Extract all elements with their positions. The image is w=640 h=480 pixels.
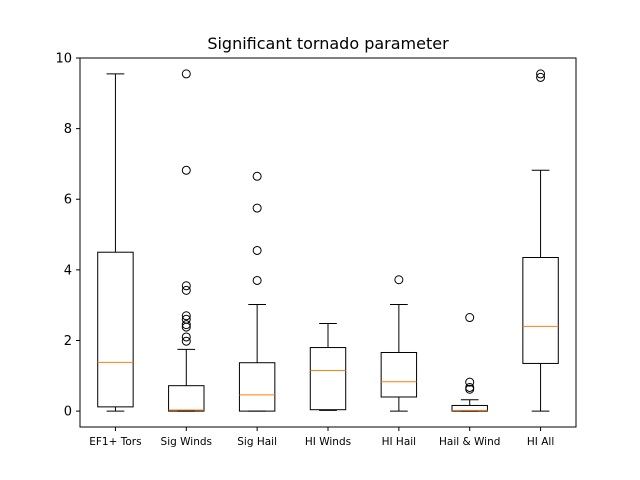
y-tick-label: 4	[64, 263, 72, 278]
box-iqr	[168, 385, 205, 412]
box-sig-hail	[238, 171, 276, 412]
outlier-point	[465, 382, 475, 392]
outlier-point	[394, 275, 404, 285]
x-tick-label: Hail & Wind	[439, 436, 500, 448]
box-hail-wind	[451, 313, 488, 412]
x-tick-label: HI Hail	[382, 436, 417, 448]
outlier-point	[252, 203, 262, 213]
chart-title: Significant tornado parameter	[207, 34, 449, 53]
x-tick-label: HI All	[527, 436, 554, 448]
y-tick-label: 2	[64, 334, 72, 349]
y-tick-label: 0	[64, 405, 72, 420]
outlier-point	[181, 332, 191, 342]
box-iqr	[522, 257, 559, 364]
outlier-point	[181, 314, 191, 324]
outlier-point	[465, 313, 475, 323]
outlier-point	[181, 285, 191, 295]
box-hi-all	[522, 69, 559, 412]
box-hi-hail	[380, 275, 418, 412]
outlier-point	[536, 69, 546, 79]
outlier-point	[181, 320, 191, 330]
box-hi-winds	[309, 323, 347, 411]
x-tick-label: EF1+ Tors	[89, 436, 141, 448]
outlier-point	[181, 311, 191, 321]
box-iqr	[380, 351, 418, 398]
outlier-point	[252, 245, 262, 255]
x-tick-label: HI Winds	[305, 436, 351, 448]
outlier-point	[181, 281, 191, 291]
plot-frame	[79, 57, 577, 428]
box-iqr	[451, 404, 488, 412]
outlier-point	[252, 275, 262, 285]
box-ef1-tors	[97, 73, 134, 412]
box-iqr	[309, 347, 347, 411]
x-tick-label: Sig Hail	[237, 436, 277, 448]
y-tick-label: 6	[64, 193, 72, 208]
box-iqr	[238, 362, 276, 412]
outlier-point	[252, 171, 262, 181]
outlier-point	[181, 69, 191, 79]
y-tick-label: 8	[64, 122, 72, 137]
outlier-point	[465, 377, 475, 387]
box-sig-winds	[168, 69, 205, 412]
x-tick-label: Sig Winds	[161, 436, 212, 448]
outlier-point	[181, 336, 191, 346]
outlier-point	[181, 165, 191, 175]
box-iqr	[97, 251, 134, 408]
y-tick-label: 10	[55, 52, 72, 67]
outlier-point	[536, 72, 546, 82]
